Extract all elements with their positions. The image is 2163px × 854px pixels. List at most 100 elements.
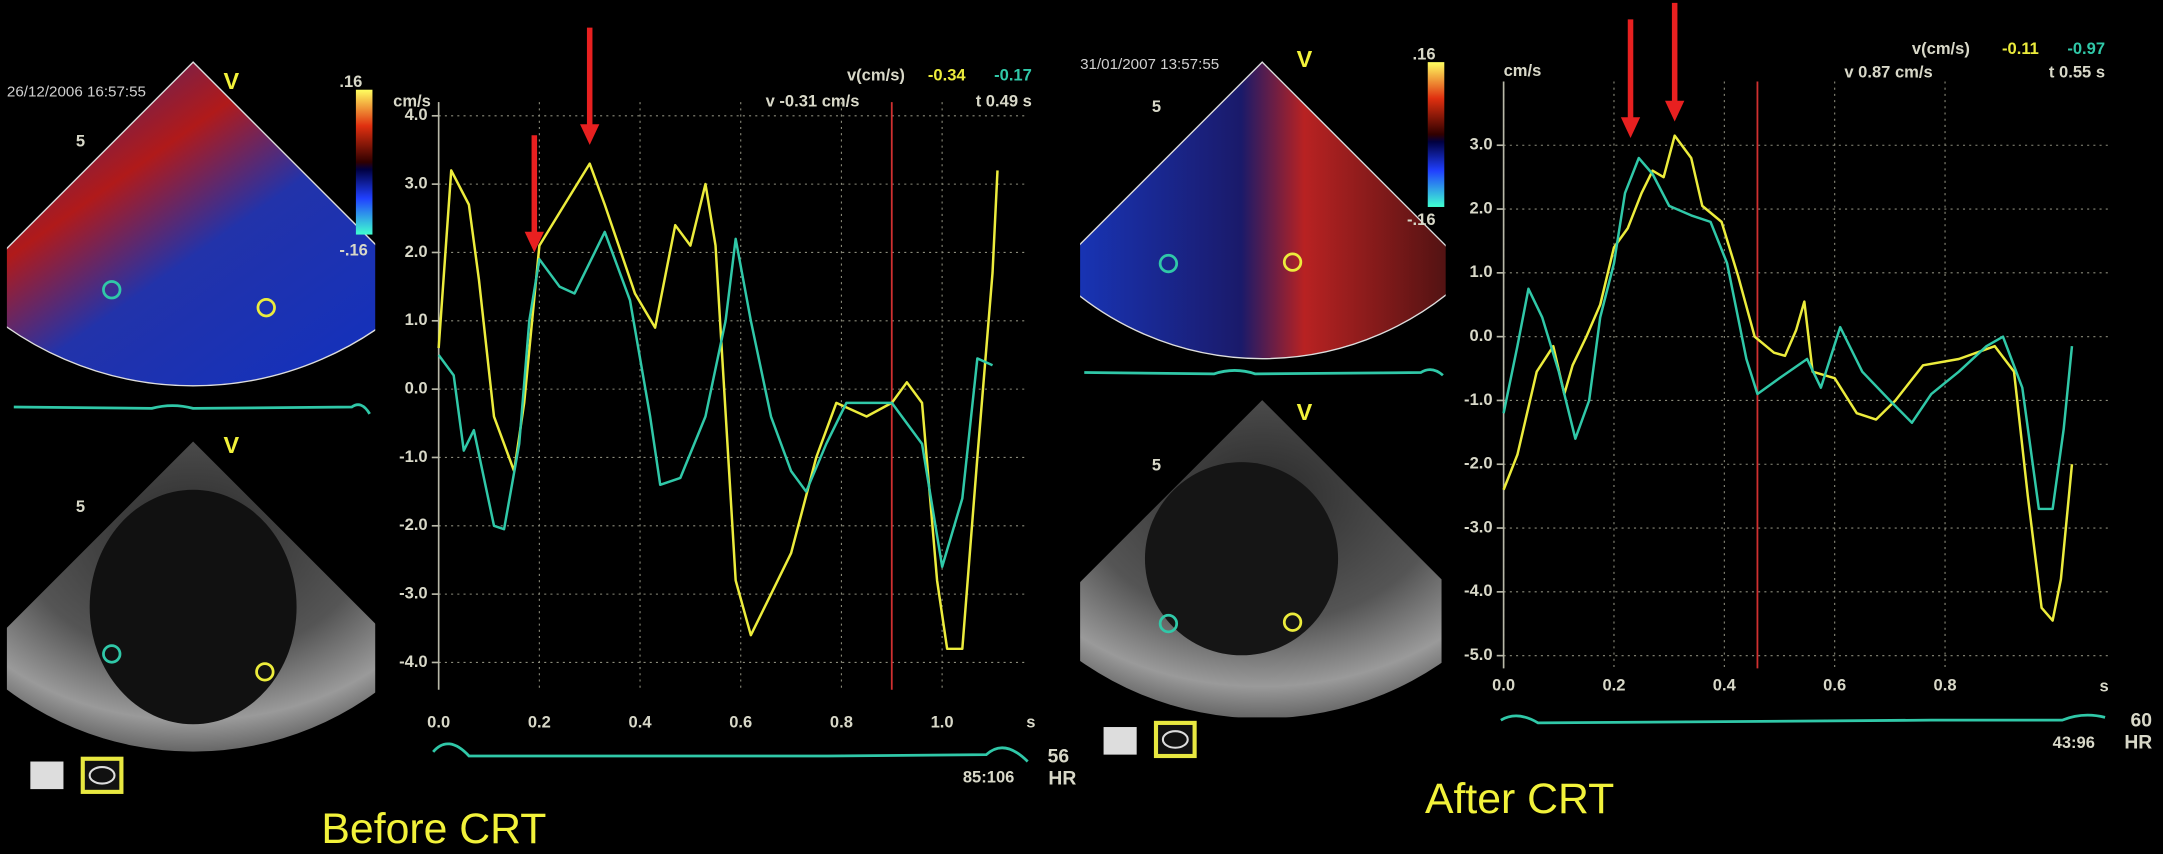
y-axis-unit: cm/s [393,92,431,111]
grayscale-image [1080,400,1442,718]
roi-icon[interactable] [1153,720,1197,759]
readout-yellow: -0.11 [2002,39,2039,58]
y-axis-unit: cm/s [1504,61,1542,80]
ecg-trace [1084,368,1444,377]
arrow-head [580,124,600,145]
grayscale-image [6,441,376,752]
velocity-curve [1502,134,2074,622]
x-tick-label: 0.8 [830,712,853,731]
annotation-arrow [580,27,600,145]
hr-label: HR [1048,769,1076,790]
y-tick-label: 0.0 [405,379,428,398]
y-tick-label: -1.0 [1464,390,1493,409]
velocity-curve [1502,156,2074,511]
color-scale-min: -.16 [1407,210,1436,229]
x-tick-label: 0.4 [1713,676,1737,695]
timestamp: 31/01/2007 13:57:55 [1080,56,1219,73]
hr-label: HR [2124,733,2152,754]
readout-velocity: v 0.87 cm/s [1844,63,1932,82]
y-tick-label: -5.0 [1464,645,1493,664]
readout-label: v(cm/s) [1912,39,1970,58]
y-tick-label: -2.0 [1464,454,1493,473]
x-axis-unit: s [2100,676,2109,695]
readout-time: t 0.55 s [2049,63,2105,82]
x-tick-label: 0.8 [1934,676,1957,695]
view-label: V [223,68,239,94]
frame-counter: 43:96 [2053,733,2095,752]
timestamp: 26/12/2006 16:57:55 [7,83,146,100]
y-tick-label: -3.0 [399,583,428,602]
x-tick-label: 1.0 [931,712,954,731]
y-tick-label: -1.0 [399,447,428,466]
x-tick-label: 0.6 [1823,676,1846,695]
ecg-trace [1500,713,2106,725]
readout-velocity: v -0.31 cm/s [766,92,860,111]
color-scale-max: .16 [339,72,362,91]
roi-yellow [1282,612,1303,632]
annotation-arrow [1620,19,1641,139]
y-tick-label: -4.0 [399,652,428,671]
annotation-arrow [524,135,544,253]
velocity-curve [437,230,994,568]
readout-label: v(cm/s) [847,65,905,84]
roi-cyan [102,644,122,664]
pen-icon[interactable] [1103,727,1137,755]
view-label: V [1297,46,1313,72]
panel-title: After CRT [1425,775,1614,823]
x-tick-label: 0.0 [427,712,450,731]
color-scale-max: .16 [1413,45,1436,64]
arrow-head [524,231,544,253]
frame-counter: 85:106 [963,767,1015,786]
y-tick-label: 2.0 [405,242,428,261]
roi-icon-shape [88,766,116,785]
color-doppler-image [1080,61,1446,360]
ecg-trace [13,403,371,415]
roi-icon[interactable] [80,756,124,794]
panel-title: Before CRT [321,805,546,853]
roi-cyan [102,280,122,300]
color-bar [1427,62,1445,207]
color-scale-min: -.16 [339,240,368,259]
ecg-trace [432,742,1029,763]
roi-yellow [1282,252,1303,272]
roi-yellow [256,298,276,318]
y-tick-label: -2.0 [399,515,428,534]
annotation-arrow [1665,2,1685,122]
y-tick-label: 4.0 [405,105,428,124]
pen-icon[interactable] [30,761,64,790]
x-tick-label: 0.0 [1492,676,1515,695]
x-tick-label: 0.4 [629,712,653,731]
readout-cyan: -0.97 [2067,39,2105,58]
readout-time: t 0.49 s [976,92,1032,111]
depth-label: 5 [76,132,85,151]
roi-yellow [255,662,275,682]
color-doppler-image [6,61,376,387]
y-tick-label: 2.0 [1470,198,1493,217]
y-tick-label: -3.0 [1464,517,1493,536]
x-tick-label: 0.6 [729,712,752,731]
y-tick-label: -4.0 [1464,581,1493,600]
depth-label: 5 [1152,456,1161,475]
view-label: V [223,432,239,458]
color-bar [355,89,373,235]
y-tick-label: 1.0 [1470,262,1493,281]
y-tick-label: 1.0 [405,310,428,329]
heart-rate: 56 [1048,746,1070,767]
view-label: V [1297,399,1313,425]
arrow-head [1665,100,1685,122]
roi-cyan [1158,253,1179,274]
x-tick-label: 0.2 [528,712,551,731]
x-tick-label: 0.2 [1602,676,1625,695]
y-tick-label: 3.0 [405,174,428,193]
readout-cyan: -0.17 [994,65,1032,84]
readout-yellow: -0.34 [928,65,967,84]
y-tick-label: 3.0 [1470,135,1493,154]
depth-label: 5 [76,497,85,516]
roi-cyan [1158,613,1179,634]
depth-label: 5 [1152,97,1161,116]
heart-rate: 60 [2130,711,2151,732]
x-axis-unit: s [1026,712,1035,731]
y-tick-label: 0.0 [1470,326,1493,345]
